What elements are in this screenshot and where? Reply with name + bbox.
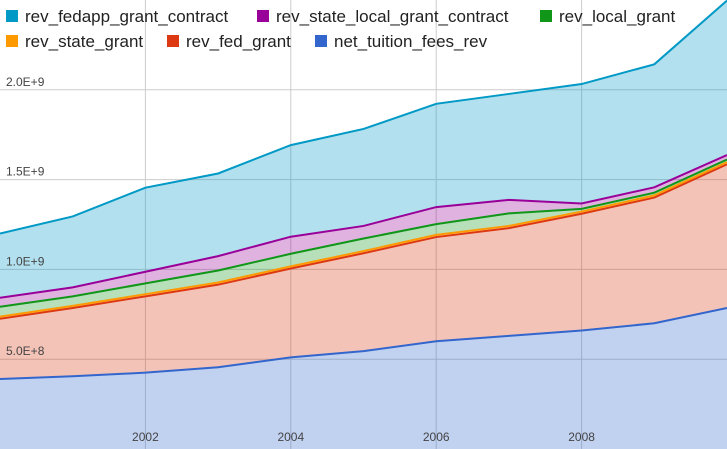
legend-swatch-rev_fedapp_grant_contract — [6, 10, 18, 22]
x-tick-label: 2008 — [568, 430, 595, 444]
legend-swatch-rev_fed_grant — [167, 35, 179, 47]
legend-label-rev_state_grant[interactable]: rev_state_grant — [25, 32, 143, 51]
y-tick-label: 2.0E+9 — [6, 75, 45, 89]
area-net_tuition_fees_rev — [0, 308, 727, 449]
legend-label-rev_local_grant[interactable]: rev_local_grant — [559, 7, 676, 26]
area-rev_fed_grant — [0, 164, 727, 379]
legend-label-net_tuition_fees_rev[interactable]: net_tuition_fees_rev — [334, 32, 488, 51]
legend: rev_fedapp_grant_contract rev_state_local… — [6, 7, 676, 51]
x-tick-label: 2006 — [423, 430, 450, 444]
area-rev_fedapp_grant_contract — [0, 0, 727, 298]
legend-swatch-rev_state_grant — [6, 35, 18, 47]
line-rev_state_local_grant_contract — [0, 154, 727, 299]
x-tick-label: 2004 — [277, 430, 304, 444]
y-tick-label: 1.5E+9 — [6, 165, 45, 179]
legend-swatch-net_tuition_fees_rev — [315, 35, 327, 47]
legend-label-rev_fedapp_grant_contract[interactable]: rev_fedapp_grant_contract — [25, 7, 228, 26]
line-rev_local_grant — [0, 158, 727, 308]
legend-label-rev_fed_grant[interactable]: rev_fed_grant — [186, 32, 291, 51]
line-rev_fedapp_grant_contract — [0, 0, 727, 235]
area-rev_state_local_grant_contract — [0, 154, 727, 307]
line-net_tuition_fees_rev — [0, 307, 727, 380]
y-tick-label: 1.0E+9 — [6, 254, 45, 268]
legend-swatch-rev_local_grant — [540, 10, 552, 22]
y-tick-label: 5.0E+8 — [6, 344, 45, 358]
line-layer — [0, 0, 727, 380]
tick-layer: 5.0E+8 1.0E+9 1.5E+9 2.0E+9 2002 2004 2006 2008 — [6, 75, 595, 444]
line-rev_fed_grant — [0, 163, 727, 320]
legend-label-rev_state_local_grant_contract[interactable]: rev_state_local_grant_contract — [276, 7, 509, 26]
legend-swatch-rev_state_local_grant_contract — [257, 10, 269, 22]
line-rev_state_grant — [0, 161, 727, 318]
x-tick-label: 2002 — [132, 430, 159, 444]
